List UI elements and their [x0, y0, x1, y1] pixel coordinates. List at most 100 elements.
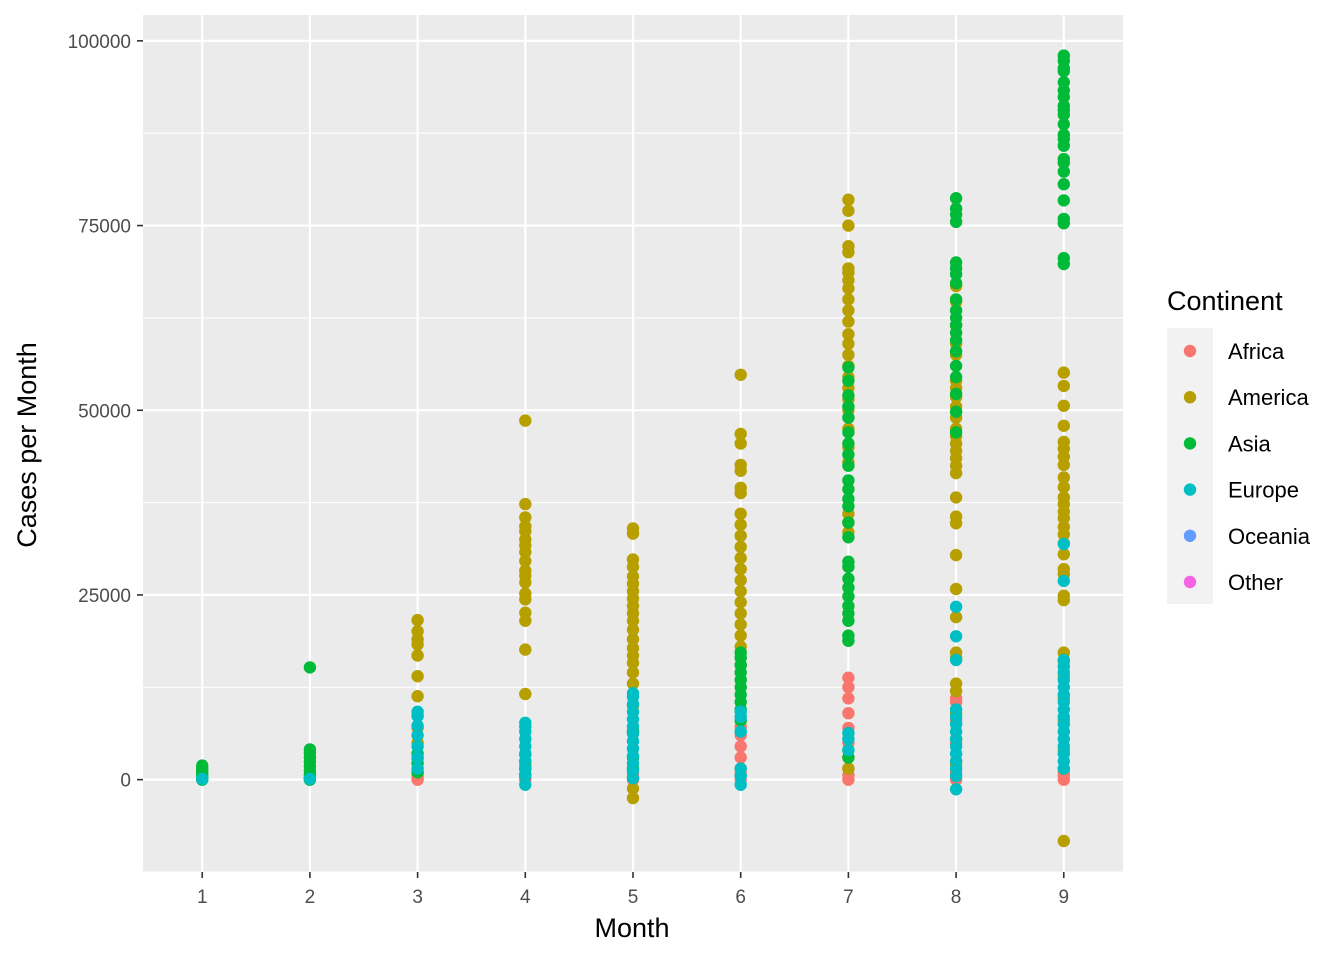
legend-key-asia: [1183, 437, 1197, 450]
data-point: [949, 359, 963, 373]
data-point: [734, 725, 747, 738]
data-point: [842, 437, 855, 450]
legend: Continent Africa America Asia Europe Oceania…: [1167, 286, 1311, 604]
data-point: [949, 426, 963, 439]
data-point: [842, 762, 855, 775]
data-point: [411, 729, 424, 742]
y-tick-label: 75000: [78, 217, 131, 238]
legend-key-background: [1167, 328, 1213, 604]
data-point: [842, 681, 855, 694]
data-point: [842, 426, 855, 439]
data-point: [519, 414, 532, 427]
data-point: [734, 646, 747, 659]
data-point: [949, 304, 963, 317]
data-point: [734, 427, 747, 441]
data-point: [411, 719, 424, 732]
data-point: [1057, 419, 1071, 432]
data-point: [949, 677, 963, 690]
data-point: [1057, 574, 1071, 588]
data-point: [411, 613, 424, 627]
y-tick-label: 100000: [68, 32, 131, 53]
data-point: [1057, 562, 1071, 576]
data-point: [949, 293, 963, 306]
data-point: [519, 564, 532, 577]
data-point: [411, 705, 424, 718]
data-point: [411, 751, 424, 764]
data-point: [842, 315, 855, 328]
data-point: [842, 304, 855, 317]
data-point: [842, 328, 855, 341]
data-point: [1057, 152, 1071, 166]
data-point: [842, 389, 855, 402]
data-point: [519, 778, 532, 791]
y-tick-label: 50000: [78, 401, 131, 422]
data-point: [1057, 435, 1071, 449]
data-point: [1057, 379, 1071, 393]
data-point: [842, 448, 855, 461]
data-point: [411, 649, 424, 662]
legend-label-africa: Africa: [1228, 339, 1285, 364]
x-axis-title: Month: [594, 913, 669, 943]
data-point: [949, 277, 963, 290]
legend-entries: Africa America Asia Europe Oceania Other: [1183, 339, 1311, 595]
data-point: [1057, 589, 1071, 602]
legend-label-europe: Europe: [1228, 478, 1299, 503]
data-point: [734, 585, 747, 598]
data-point: [842, 581, 855, 594]
data-point: [949, 703, 963, 716]
data-point: [842, 204, 855, 217]
data-point: [1057, 178, 1071, 191]
data-point: [842, 483, 855, 496]
x-tick-label: 1: [197, 887, 208, 908]
data-point: [303, 743, 317, 756]
data-point: [734, 751, 747, 764]
data-point: [842, 348, 855, 361]
data-point: [1057, 212, 1071, 226]
data-point: [734, 778, 747, 791]
data-point: [626, 570, 640, 583]
data-points: [196, 49, 1071, 848]
data-point: [1057, 99, 1071, 113]
data-point: [1057, 537, 1071, 551]
data-point: [1057, 49, 1071, 62]
data-point: [734, 507, 747, 520]
x-tick-label: 3: [412, 887, 423, 908]
data-point: [842, 692, 855, 705]
data-point: [842, 459, 855, 472]
data-point: [411, 670, 424, 683]
data-point: [626, 641, 640, 655]
legend-key-america: [1183, 391, 1197, 404]
data-point: [519, 520, 532, 533]
data-point: [842, 590, 855, 603]
legend-label-asia: Asia: [1228, 431, 1272, 456]
data-point: [411, 762, 424, 775]
data-point: [949, 370, 963, 384]
x-tick-label: 5: [628, 887, 639, 908]
data-point: [519, 716, 532, 729]
data-point: [1057, 118, 1071, 131]
data-point: [949, 256, 963, 269]
data-point: [949, 405, 963, 418]
data-point: [949, 653, 963, 667]
x-tick-label: 9: [1058, 887, 1069, 908]
data-point: [842, 240, 855, 253]
data-point: [734, 540, 747, 554]
data-point: [734, 762, 747, 775]
data-point: [842, 743, 855, 757]
data-point: [1057, 491, 1071, 504]
legend-label-oceania: Oceania: [1228, 524, 1311, 549]
data-point: [842, 474, 855, 487]
data-point: [1057, 194, 1071, 207]
data-point: [734, 562, 747, 576]
legend-key-other: [1183, 575, 1197, 589]
data-point: [949, 548, 963, 562]
data-point: [626, 782, 640, 795]
data-point: [949, 387, 963, 401]
data-point: [949, 582, 963, 596]
data-point: [842, 492, 855, 506]
data-point: [842, 671, 855, 684]
data-point: [303, 772, 317, 786]
data-point: [842, 629, 855, 642]
data-point: [734, 437, 747, 450]
